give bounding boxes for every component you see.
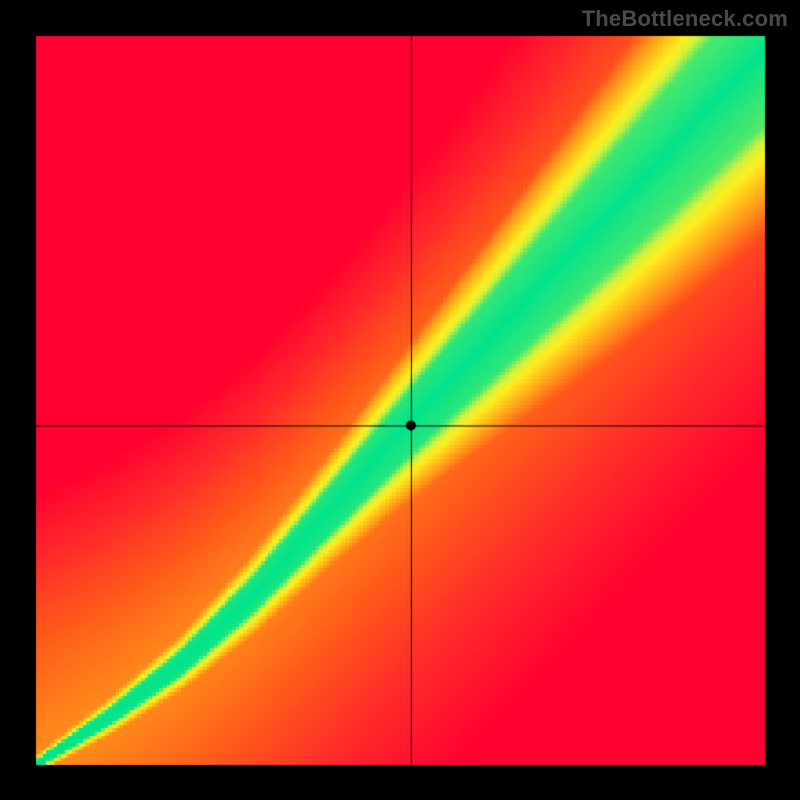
bottleneck-heatmap-canvas: [0, 0, 800, 800]
watermark-text: TheBottleneck.com: [582, 6, 788, 32]
chart-frame: TheBottleneck.com: [0, 0, 800, 800]
